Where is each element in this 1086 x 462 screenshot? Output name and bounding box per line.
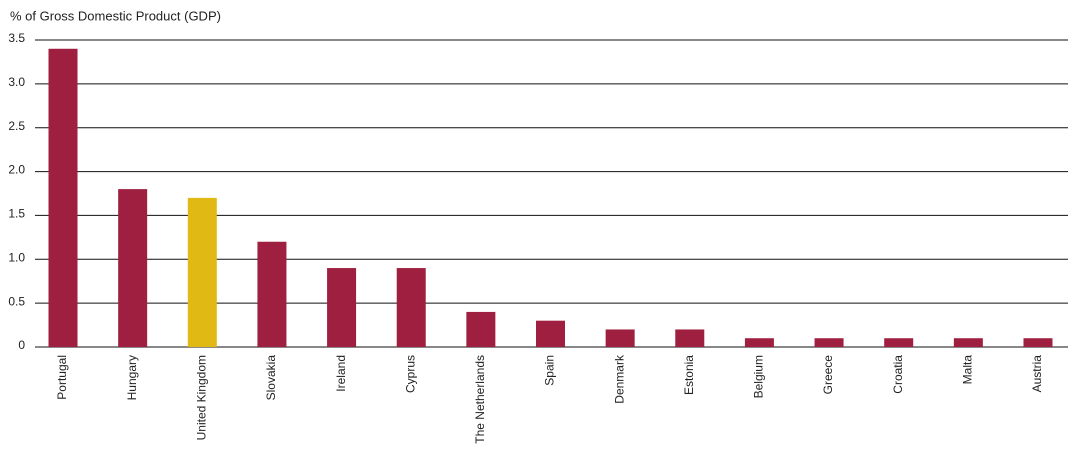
- bar: [884, 338, 914, 347]
- y-tick-label: 3.5: [8, 31, 25, 45]
- y-tick-label: 1.5: [8, 207, 25, 221]
- bar: [605, 329, 635, 347]
- x-tick-label: Austria: [1030, 355, 1044, 393]
- x-tick-label: Spain: [543, 355, 557, 386]
- bar: [327, 268, 357, 347]
- x-tick-label: Hungary: [125, 355, 139, 400]
- bar: [466, 311, 496, 347]
- x-tick-label: Belgium: [752, 355, 766, 398]
- bar: [1023, 338, 1053, 347]
- y-tick-label: 0: [18, 338, 25, 352]
- bar: [396, 268, 426, 347]
- bar: [257, 241, 287, 347]
- x-tick-label: United Kingdom: [194, 355, 208, 440]
- bar: [118, 189, 148, 347]
- x-tick-label: Slovakia: [264, 355, 278, 401]
- x-tick-label: Cyprus: [403, 355, 417, 393]
- x-tick-label: Greece: [821, 355, 835, 395]
- y-tick-label: 2.0: [8, 163, 25, 177]
- bar: [536, 320, 565, 347]
- bar: [675, 329, 705, 347]
- bar: [953, 338, 983, 347]
- y-tick-label: 0.5: [8, 294, 25, 308]
- bar: [814, 338, 844, 347]
- x-tick-label: Croatia: [891, 355, 905, 394]
- y-tick-label: 2.5: [8, 119, 25, 133]
- chart-title: % of Gross Domestic Product (GDP): [10, 8, 221, 23]
- x-tick-label: Ireland: [334, 355, 348, 392]
- x-tick-label: Malta: [961, 355, 975, 385]
- x-tick-label: The Netherlands: [473, 355, 487, 444]
- y-tick-label: 1.0: [8, 250, 25, 264]
- x-tick-label: Estonia: [682, 355, 696, 395]
- bar: [744, 338, 774, 347]
- x-tick-label: Denmark: [612, 354, 626, 404]
- x-tick-label: Portugal: [55, 355, 69, 400]
- bar: [48, 48, 78, 348]
- bar: [187, 197, 217, 347]
- y-tick-label: 3.0: [8, 75, 25, 89]
